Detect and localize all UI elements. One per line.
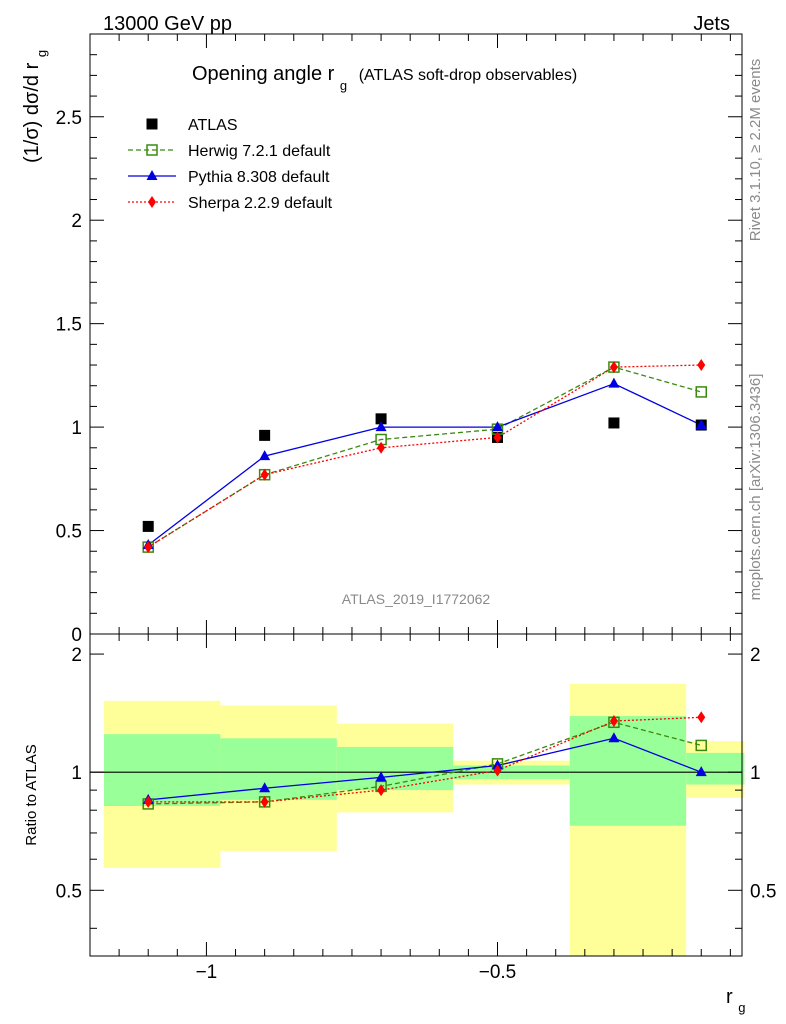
ratio-point-pythia-8-308-default-4 [608, 732, 620, 743]
main-point-herwig-7-2-1-default-5 [695, 386, 707, 398]
main-line-herwig-7-2-1-default [147, 366, 702, 548]
main-y-tick-label: 1 [71, 418, 82, 439]
main-panel: 0 0.5 1 1.5 2 2.5 Opening angle r g (ATLAS so… [21, 33, 743, 646]
ratio-y-tick-labels: 0.5 0.5 1 1 2 2 [56, 645, 777, 902]
main-point-atlas-4 [608, 417, 620, 429]
main-y-tick-label: 0 [71, 625, 82, 646]
legend-label: ATLAS [188, 117, 238, 134]
legend: ATLAS Herwig 7.2.1 default Pythia 8.308 de… [128, 117, 333, 212]
main-markers-group [142, 359, 707, 554]
ratio-band-green-5 [686, 752, 745, 785]
main-point-atlas-1 [259, 429, 271, 441]
main-y-tick-label: 2.5 [56, 108, 82, 129]
ratio-series-group [148, 716, 702, 805]
main-point-sherpa-2-2-9-default-1 [260, 468, 269, 481]
ratio-frame [89, 633, 743, 957]
legend-marker [146, 170, 158, 180]
main-point-sherpa-2-2-9-default-3 [493, 431, 502, 444]
chart-title-extra: (ATLAS soft-drop observables) [359, 67, 577, 84]
main-point-atlas-0 [142, 520, 154, 532]
legend-label: Pythia 8.308 default [188, 169, 330, 186]
main-point-sherpa-2-2-9-default-5 [697, 359, 706, 372]
legend-entry-atlas: ATLAS [146, 117, 238, 134]
legend-entry-sherpa-2-2-9-default: Sherpa 2.2.9 default [128, 195, 333, 212]
main-point-pythia-8-308-default-5 [695, 419, 707, 430]
x-axis-label: r g [726, 986, 745, 1015]
ratio-y-tick-label: 1 [71, 763, 82, 784]
main-y-tick-label: 1.5 [56, 315, 82, 336]
ratio-panel: 0.5 0.5 1 1 2 2 −1 −0.5 Ratio to ATLAS r g [23, 633, 777, 1015]
header-category: Jets [693, 13, 730, 35]
main-point-pythia-8-308-default-1 [259, 450, 271, 461]
x-tick-label: −1 [196, 962, 218, 983]
main-y-axis-label-text: (1/σ) dσ/d r [21, 62, 43, 163]
ratio-band-green-0 [104, 734, 221, 806]
ratio-markers-group [142, 711, 707, 810]
ratio-uncertainty-bands [90, 683, 745, 956]
ratio-band-green-4 [569, 716, 687, 826]
main-point-sherpa-2-2-9-default-2 [377, 441, 386, 454]
main-axis-ticks [89, 34, 742, 635]
rivet-version-label: Rivet 3.1.10, ≥ 2.2M events [747, 59, 764, 242]
legend-label: Herwig 7.2.1 default [188, 143, 331, 160]
ratio-point-sherpa-2-2-9-default-4 [609, 715, 618, 728]
main-line-pythia-8-308-default [147, 382, 702, 546]
ratio-point-sherpa-2-2-9-default-2 [377, 784, 386, 797]
ratio-point-sherpa-2-2-9-default-1 [260, 795, 269, 808]
analysis-id-label: ATLAS_2019_I1772062 [342, 591, 491, 607]
ratio-band-green-2 [336, 746, 454, 791]
main-y-tick-label: 2 [71, 211, 82, 232]
main-point-pythia-8-308-default-2 [375, 421, 387, 432]
chart-title: Opening angle r g (ATLAS soft-drop obser… [192, 63, 577, 95]
header-energy: 13000 GeV pp [103, 13, 232, 35]
x-tick-label: −0.5 [479, 962, 517, 983]
ratio-point-pythia-8-308-default-1 [259, 782, 271, 793]
main-y-axis-label-subscript: g [34, 50, 49, 57]
legend-marker [146, 144, 158, 156]
legend-marker [148, 196, 156, 208]
ratio-line-sherpa-2-2-9-default [148, 716, 702, 803]
main-y-tick-labels: 0 0.5 1 1.5 2 2.5 [56, 108, 82, 646]
ratio-y-tick-label-right: 2 [750, 645, 761, 666]
ratio-band-green-1 [220, 738, 337, 800]
ratio-point-herwig-7-2-1-default-5 [695, 739, 707, 752]
ratio-x-tick-labels: −1 −0.5 [196, 962, 517, 983]
ratio-y-tick-label-right: 0.5 [750, 881, 776, 902]
ratio-point-sherpa-2-2-9-default-5 [697, 711, 706, 724]
legend-entry-herwig-7-2-1-default: Herwig 7.2.1 default [128, 143, 331, 160]
main-y-axis-label: (1/σ) dσ/d r g [21, 50, 49, 163]
main-point-pythia-8-308-default-4 [608, 377, 620, 388]
chart-title-subscript: g [340, 78, 347, 93]
x-axis-label-subscript: g [738, 1000, 745, 1015]
main-point-atlas-2 [375, 413, 387, 425]
ratio-point-pythia-8-308-default-5 [695, 766, 707, 777]
mcplots-source-label: mcplots.cern.ch [arXiv:1306.3436] [747, 374, 764, 601]
main-point-pythia-8-308-default-3 [492, 421, 503, 432]
ratio-y-tick-label: 0.5 [56, 881, 82, 902]
chart-title-main: Opening angle r [192, 63, 335, 85]
legend-entry-pythia-8-308-default: Pythia 8.308 default [128, 169, 330, 186]
main-series-group [147, 364, 702, 548]
ratio-y-axis-label: Ratio to ATLAS [23, 744, 40, 845]
ratio-y-tick-label: 2 [71, 645, 82, 666]
ratio-point-sherpa-2-2-9-default-3 [493, 764, 502, 777]
legend-label: Sherpa 2.2.9 default [188, 195, 333, 212]
main-point-sherpa-2-2-9-default-4 [609, 361, 618, 374]
ratio-y-tick-label-right: 1 [750, 763, 761, 784]
ratio-point-sherpa-2-2-9-default-0 [144, 795, 153, 808]
main-line-sherpa-2-2-9-default [147, 364, 702, 548]
ratio-line-pythia-8-308-default [148, 737, 702, 801]
ratio-point-pythia-8-308-default-2 [375, 771, 387, 782]
ratio-axis-ticks [89, 634, 742, 956]
main-point-sherpa-2-2-9-default-0 [144, 541, 153, 554]
x-axis-label-text: r [726, 986, 733, 1008]
legend-marker [146, 118, 158, 130]
main-y-tick-label: 0.5 [56, 522, 82, 543]
